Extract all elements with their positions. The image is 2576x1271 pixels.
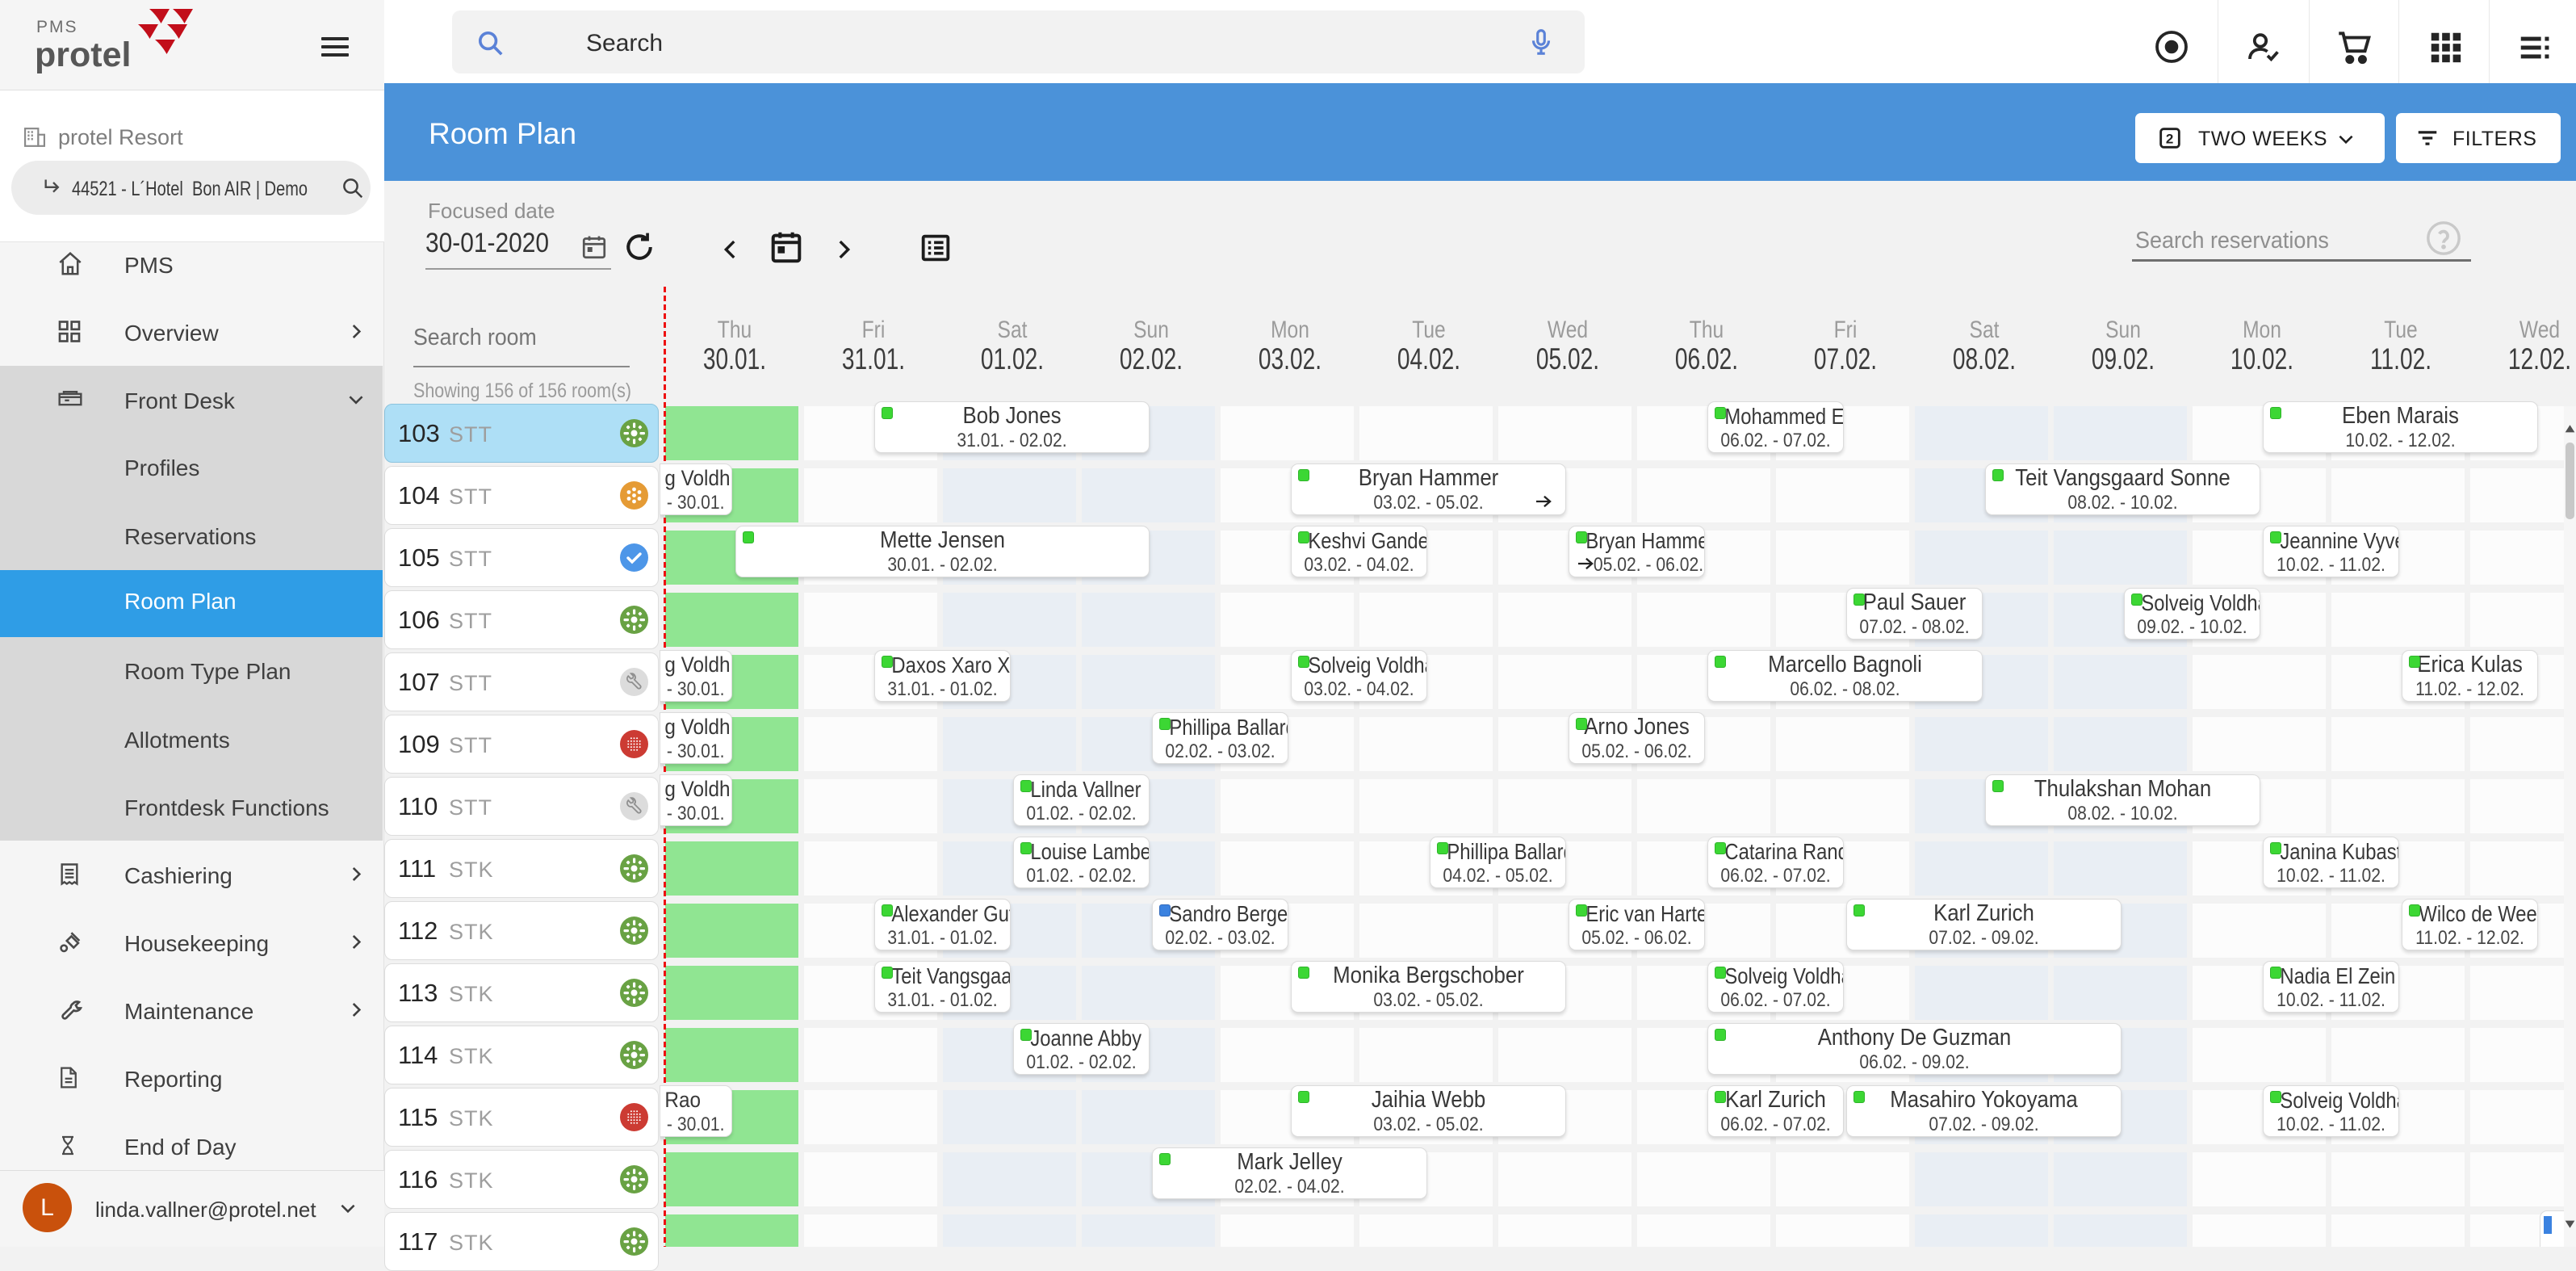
svg-text:2: 2	[2166, 131, 2174, 146]
